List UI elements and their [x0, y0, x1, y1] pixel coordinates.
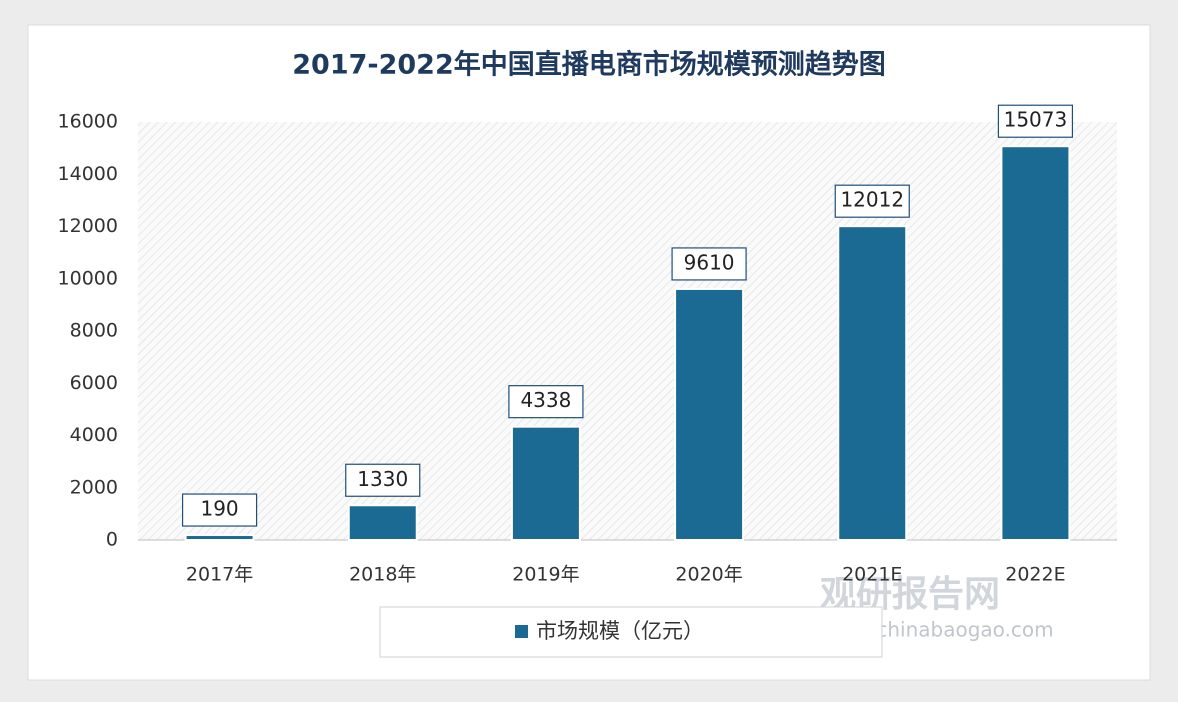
- x-tick-label: 2018年: [349, 564, 416, 586]
- data-label: 190: [200, 497, 238, 521]
- legend-label: 市场规模（亿元）: [536, 619, 704, 643]
- data-label: 15073: [1004, 108, 1068, 132]
- data-label: 4338: [520, 388, 571, 412]
- data-label: 12012: [840, 188, 904, 212]
- watermark-url: chinabaogao.com: [876, 618, 1053, 642]
- data-label-box: [671, 247, 747, 281]
- data-label: 9610: [684, 250, 735, 274]
- data-label-box: [345, 463, 421, 497]
- data-label-box: [508, 385, 584, 419]
- y-tick-label: 14000: [58, 163, 118, 185]
- y-tick-label: 10000: [58, 267, 118, 289]
- x-tick-label: 2022E: [1005, 564, 1065, 586]
- y-tick-label: 12000: [58, 215, 118, 237]
- legend: [379, 606, 883, 658]
- bar: [1000, 145, 1071, 542]
- y-tick-label: 4000: [70, 424, 118, 446]
- data-label-box: [834, 184, 910, 218]
- bar: [184, 534, 255, 542]
- data-label: 1330: [357, 467, 408, 491]
- y-tick-label: 6000: [70, 372, 118, 394]
- x-tick-label: 2021E: [842, 564, 902, 586]
- bar: [837, 225, 908, 541]
- bar: [674, 287, 745, 541]
- y-tick-label: 2000: [70, 476, 118, 498]
- y-tick-label: 8000: [70, 320, 118, 342]
- chart-title: 2017-2022年中国直播电商市场规模预测趋势图: [292, 49, 886, 81]
- plot-area: [138, 122, 1117, 540]
- bar: [347, 504, 418, 542]
- legend-marker: [515, 625, 528, 638]
- data-label-box: [181, 493, 258, 527]
- data-label-box: [997, 104, 1074, 138]
- y-tick-label: 16000: [58, 111, 118, 133]
- y-tick-label: 0: [106, 529, 118, 551]
- x-tick-label: 2020年: [675, 564, 742, 586]
- bar: [510, 425, 581, 541]
- x-tick-label: 2019年: [512, 564, 579, 586]
- x-tick-label: 2017年: [186, 564, 253, 586]
